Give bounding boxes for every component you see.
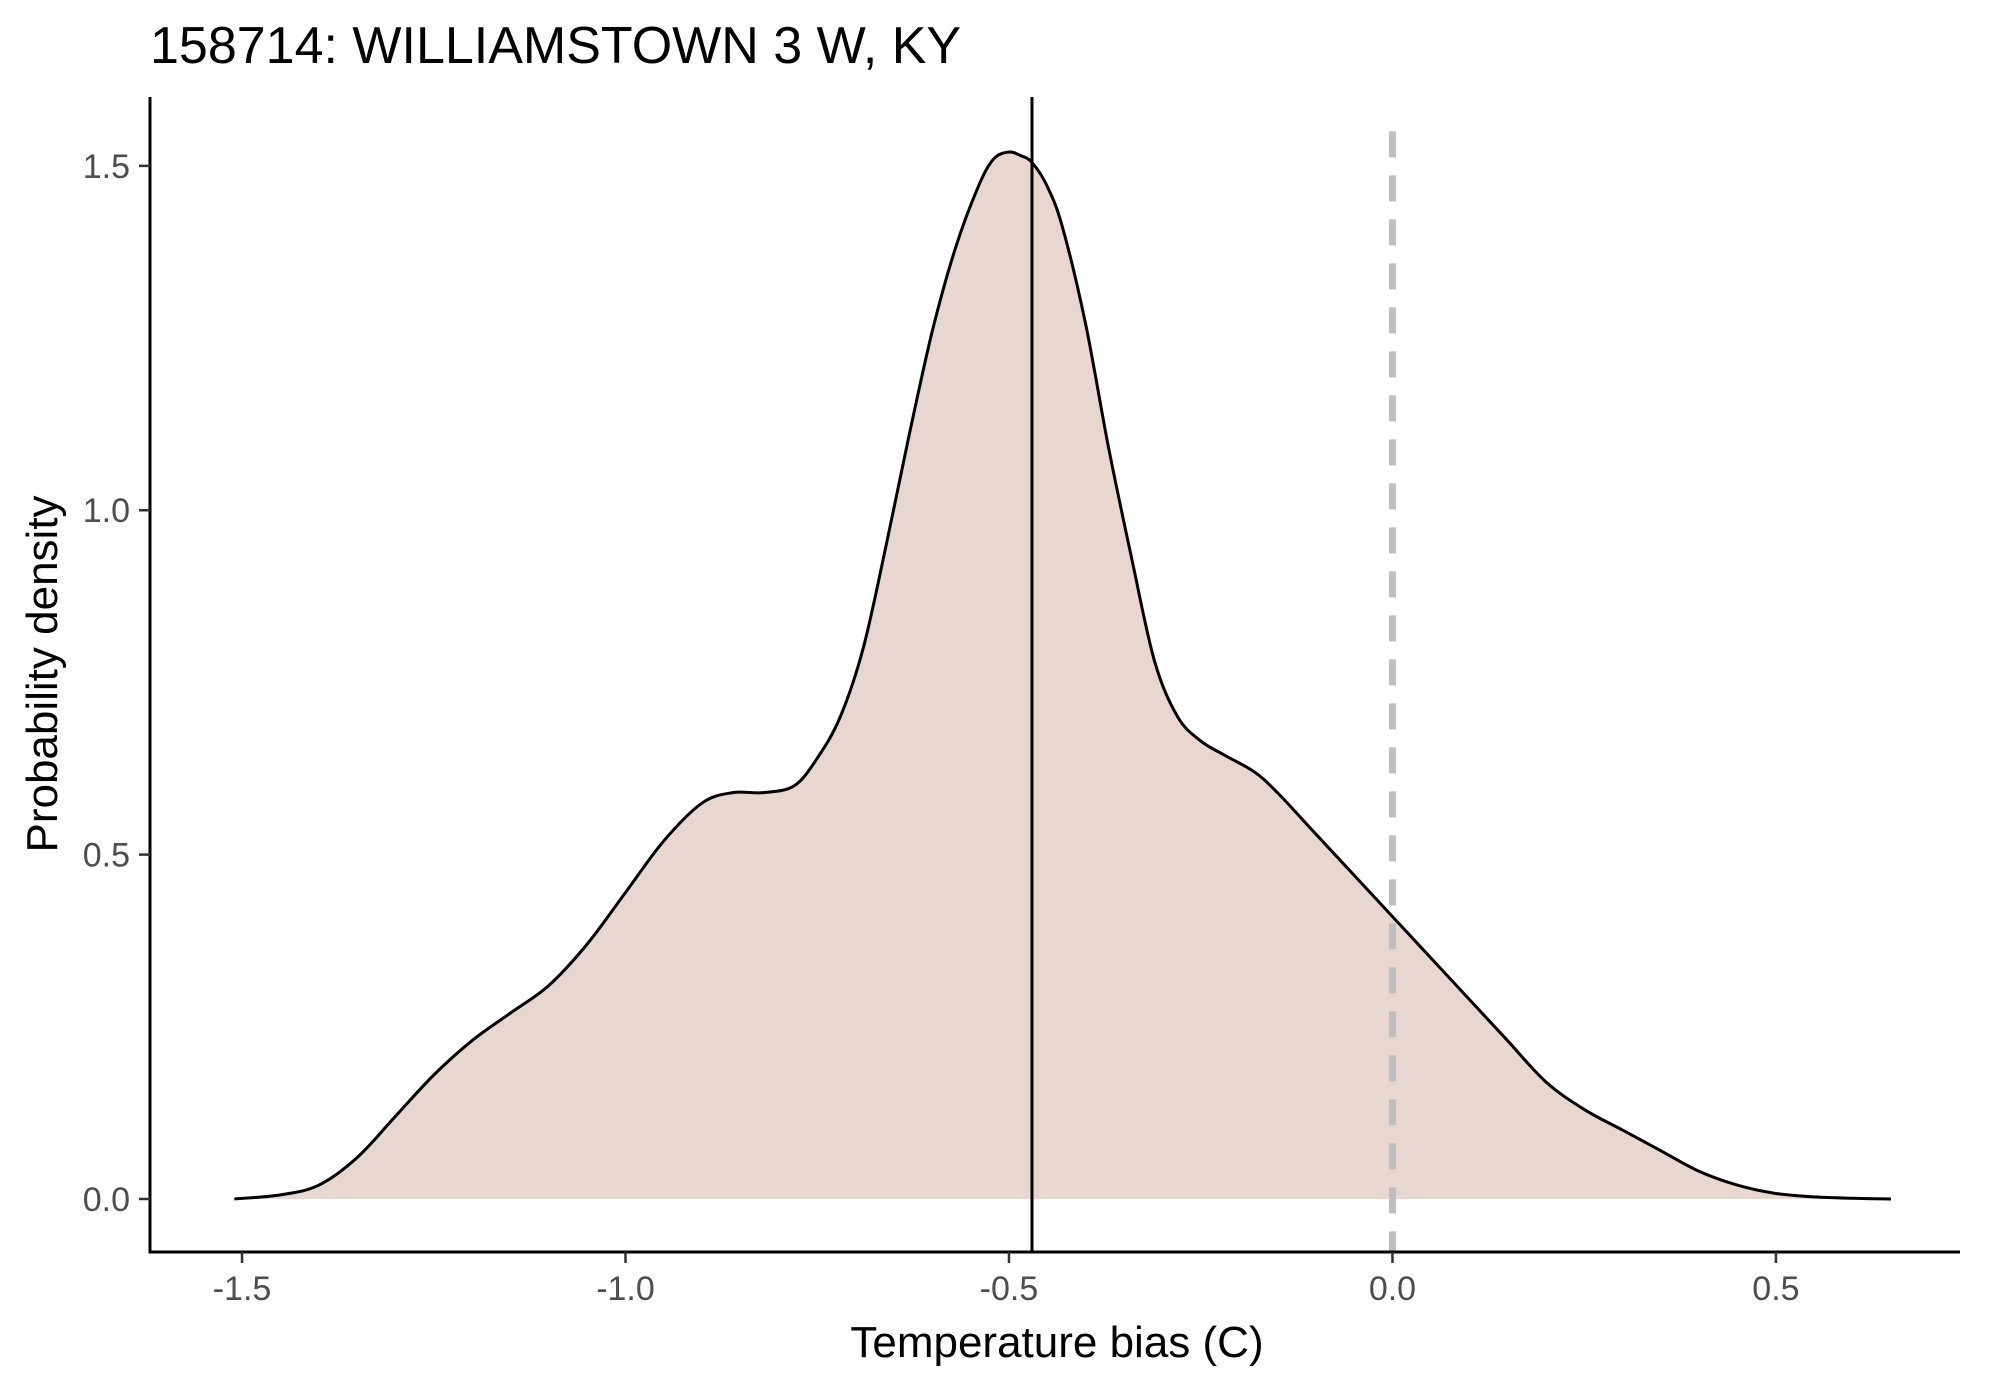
x-tick-label: -1.0 (596, 1270, 655, 1308)
density-area-0 (234, 152, 1891, 1199)
y-tick-label: 0.5 (83, 837, 130, 875)
x-tick-label: -1.5 (213, 1270, 272, 1308)
y-tick-label: 1.0 (83, 492, 130, 530)
y-tick-label: 1.5 (83, 148, 130, 186)
plot-area: -1.5 -1.0 -0.5 0.0 0.5 0.0 0.5 1.0 1.5 (83, 97, 1960, 1308)
x-tick-label: -0.5 (980, 1270, 1039, 1308)
y-tick-label: 0.0 (83, 1181, 130, 1219)
y-axis-title: Probability density (18, 495, 67, 852)
x-tick-label: 0.0 (1369, 1270, 1416, 1308)
chart-title: 158714: WILLIAMSTOWN 3 W, KY (150, 17, 961, 75)
x-tick-label: 0.5 (1752, 1270, 1799, 1308)
x-axis-title: Temperature bias (C) (850, 1318, 1263, 1367)
